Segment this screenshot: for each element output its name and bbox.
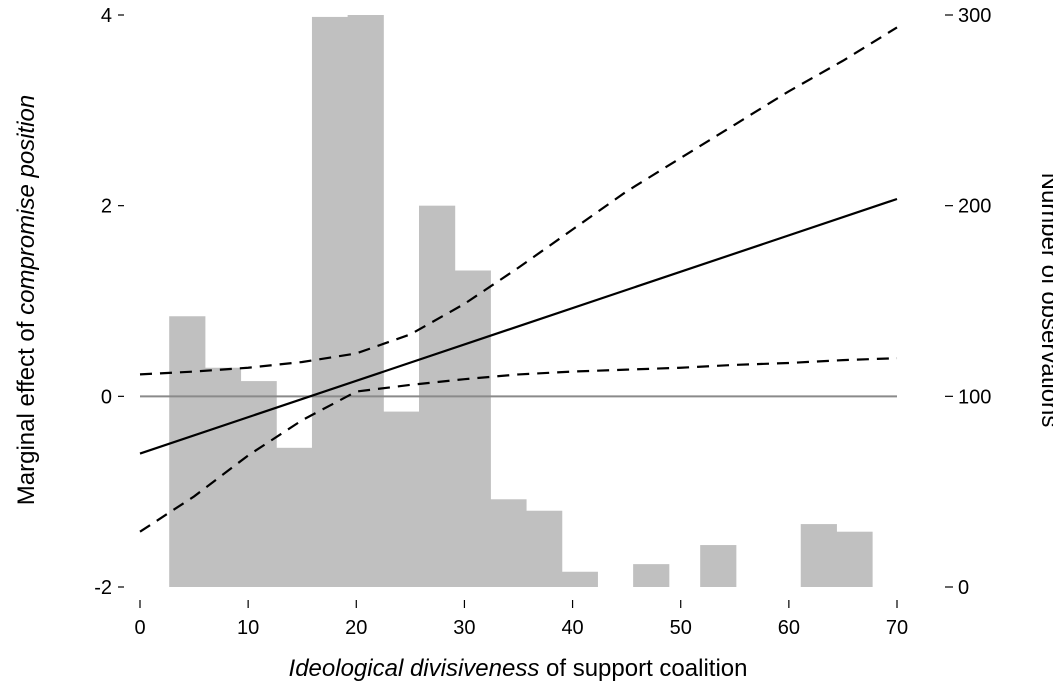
x-tick-label: 30 [453,617,475,639]
y-right-tick-label: 300 [958,5,991,27]
histogram-bar [169,316,206,587]
x-tick-label: 20 [345,617,367,639]
y-left-tick-label: -2 [94,577,112,599]
histogram-bar [311,16,349,588]
y-right-tick-label: 0 [958,577,969,599]
y-right-tick-label: 200 [958,196,991,218]
histogram-bar [700,545,737,587]
histogram-bar [561,571,598,587]
series-estimate [139,197,898,455]
x-tick-label: 0 [134,617,145,639]
y-right-tick-label: 100 [958,386,991,408]
series-upper-ci [139,26,898,376]
histogram-bar [526,510,563,587]
x-tick-label: 10 [237,617,259,639]
histogram-bar [836,531,873,587]
line-series [139,26,898,533]
x-tick-label: 50 [670,617,692,639]
histogram-bar [800,524,837,587]
x-axis-title: Ideological divisiveness of support coal… [289,655,748,682]
x-tick-label: 40 [561,617,583,639]
x-axis-title-italic: Ideological divisiveness [289,655,540,682]
y-left-tick-label: 0 [101,386,112,408]
x-tick-label: 60 [778,617,800,639]
histogram-bar [276,447,313,587]
histogram-bar [383,411,420,587]
y-left-axis-title: Marginal effect of compromise position [13,95,40,505]
y-left-tick-label: 2 [101,196,112,218]
histogram-bar [633,564,670,587]
y-left-axis-title-italic: compromise position [13,95,40,315]
histogram-bar [454,270,491,587]
y-left-tick-label: 4 [101,5,112,27]
histogram-bar [240,381,277,587]
y-right-axis-title: Number of observations [1036,173,1053,428]
histogram [169,15,873,588]
x-tick-label: 70 [886,617,908,639]
histogram-bar [347,15,384,587]
x-axis-title-rest: of support coalition [539,655,747,682]
histogram-bar [490,499,527,587]
y-left-axis-title-prefix: Marginal effect of [13,315,40,505]
histogram-bar [204,367,242,587]
series-lower-ci [139,357,898,533]
